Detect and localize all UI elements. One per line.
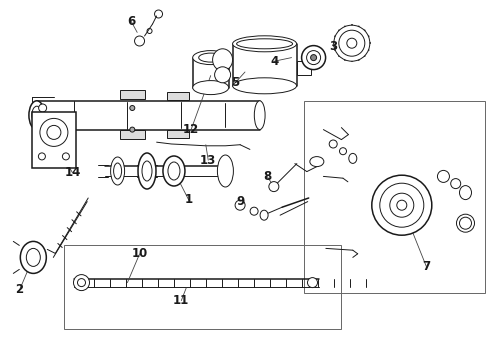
Ellipse shape — [260, 210, 268, 220]
Ellipse shape — [457, 214, 474, 232]
Ellipse shape — [397, 200, 407, 210]
Ellipse shape — [20, 242, 47, 273]
Text: 4: 4 — [270, 55, 278, 68]
Text: 2: 2 — [16, 283, 24, 296]
Ellipse shape — [233, 78, 296, 94]
Ellipse shape — [269, 181, 279, 192]
Ellipse shape — [334, 25, 370, 61]
Ellipse shape — [74, 275, 90, 291]
Ellipse shape — [62, 153, 70, 160]
Bar — [120, 130, 145, 139]
Ellipse shape — [130, 127, 135, 132]
Ellipse shape — [130, 105, 135, 111]
Bar — [167, 92, 189, 100]
Bar — [32, 112, 76, 168]
Ellipse shape — [451, 179, 461, 189]
Ellipse shape — [438, 170, 449, 183]
Bar — [167, 130, 189, 138]
Text: 3: 3 — [329, 40, 337, 53]
Ellipse shape — [135, 36, 145, 46]
Ellipse shape — [138, 153, 156, 189]
Ellipse shape — [250, 207, 258, 215]
Text: 14: 14 — [64, 166, 81, 179]
Text: 5: 5 — [231, 76, 239, 89]
Text: 11: 11 — [173, 294, 190, 307]
Ellipse shape — [39, 104, 47, 112]
Ellipse shape — [254, 101, 265, 130]
Ellipse shape — [163, 156, 185, 186]
Ellipse shape — [349, 153, 357, 163]
Ellipse shape — [311, 55, 317, 60]
Ellipse shape — [215, 67, 231, 83]
Bar — [120, 90, 145, 99]
Ellipse shape — [39, 118, 47, 126]
Ellipse shape — [213, 49, 233, 71]
Ellipse shape — [340, 148, 346, 155]
Text: 12: 12 — [183, 123, 199, 136]
Text: 6: 6 — [127, 15, 135, 28]
Ellipse shape — [193, 81, 229, 95]
Ellipse shape — [29, 101, 45, 130]
Ellipse shape — [233, 36, 296, 52]
Text: 10: 10 — [131, 247, 148, 260]
Text: 9: 9 — [236, 195, 244, 208]
Ellipse shape — [38, 153, 46, 160]
Ellipse shape — [193, 51, 229, 64]
Ellipse shape — [111, 157, 124, 185]
Ellipse shape — [218, 155, 233, 187]
Ellipse shape — [372, 175, 432, 235]
Bar — [296, 61, 311, 75]
Ellipse shape — [47, 125, 61, 139]
Text: 13: 13 — [200, 154, 217, 167]
Ellipse shape — [310, 157, 324, 167]
Ellipse shape — [460, 186, 471, 199]
Ellipse shape — [329, 140, 337, 148]
Ellipse shape — [302, 46, 325, 69]
Ellipse shape — [235, 200, 245, 210]
Text: 8: 8 — [263, 170, 271, 183]
Text: 7: 7 — [422, 260, 430, 273]
Ellipse shape — [347, 38, 357, 48]
Text: 1: 1 — [185, 193, 193, 206]
Ellipse shape — [308, 278, 318, 288]
